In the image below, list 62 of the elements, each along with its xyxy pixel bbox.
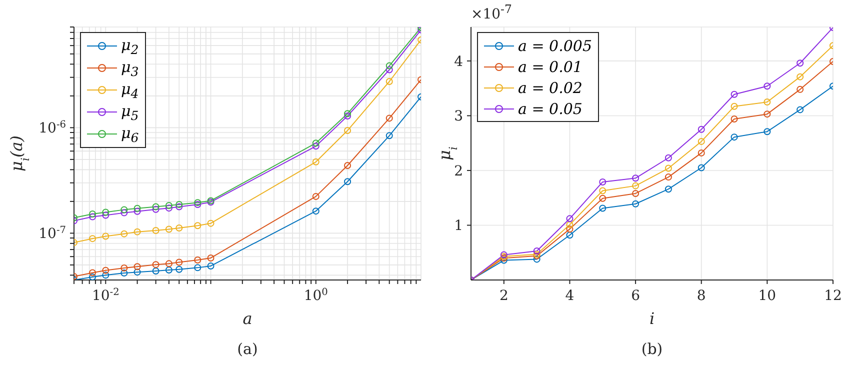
point bbox=[796, 86, 804, 93]
point bbox=[599, 178, 606, 186]
y-tick-label: 2 bbox=[454, 163, 463, 180]
legend-label: μ$_{4}$ bbox=[121, 80, 139, 100]
point bbox=[730, 90, 738, 98]
x-tick-label: 4 bbox=[565, 288, 574, 304]
point bbox=[664, 174, 672, 181]
point bbox=[566, 226, 574, 233]
x-tick-label: 2 bbox=[499, 288, 508, 304]
y-tick-label: 10$^{-7}$ bbox=[38, 224, 66, 242]
point bbox=[764, 128, 771, 136]
x-axis-title: a bbox=[242, 309, 252, 328]
point bbox=[698, 149, 705, 156]
y-tick-label: 4 bbox=[454, 54, 464, 70]
point bbox=[664, 186, 672, 193]
point bbox=[730, 116, 738, 122]
x-tick-label: 8 bbox=[696, 288, 706, 304]
point bbox=[664, 154, 672, 162]
x-tick-label: 12 bbox=[824, 288, 842, 304]
point bbox=[664, 164, 672, 172]
legend-label: a = 0.05 bbox=[518, 100, 582, 118]
point bbox=[566, 232, 574, 239]
point bbox=[698, 138, 705, 145]
point bbox=[764, 110, 771, 118]
point bbox=[698, 126, 705, 133]
y-tick-label: 3 bbox=[454, 108, 463, 125]
legend-label: μ$_{6}$ bbox=[121, 124, 139, 144]
point bbox=[566, 215, 574, 222]
point bbox=[599, 194, 606, 202]
legend-label: a = 0.02 bbox=[518, 78, 582, 96]
point bbox=[599, 187, 606, 194]
legend-label: a = 0.01 bbox=[518, 58, 582, 76]
legend-label: μ$_{5}$ bbox=[121, 102, 139, 122]
legend-label: μ$_{2}$ bbox=[121, 36, 139, 56]
x-tick-label: 10$^{0}$ bbox=[304, 286, 328, 304]
point bbox=[796, 60, 804, 67]
x-tick-label: 6 bbox=[631, 288, 640, 304]
point bbox=[599, 204, 606, 212]
point bbox=[632, 182, 640, 190]
point bbox=[796, 106, 804, 114]
legend-label: a = 0.005 bbox=[518, 36, 592, 54]
point bbox=[730, 134, 738, 141]
x-tick-label: 10 bbox=[758, 288, 776, 304]
y-tick-label: 10$^{-6}$ bbox=[38, 119, 66, 137]
legend-label: μ$_{3}$ bbox=[121, 58, 139, 78]
point bbox=[730, 102, 738, 110]
point bbox=[533, 247, 540, 254]
point bbox=[533, 256, 540, 263]
text: ×10$^{-7}$ bbox=[471, 2, 512, 23]
y-tick-label: 1 bbox=[454, 218, 463, 234]
text: (a) bbox=[236, 340, 259, 358]
point bbox=[764, 82, 771, 90]
point bbox=[796, 73, 804, 80]
x-axis-title: i bbox=[649, 309, 655, 328]
point bbox=[698, 164, 705, 172]
point bbox=[764, 98, 771, 106]
point bbox=[632, 190, 640, 197]
point bbox=[632, 200, 640, 208]
text: (b) bbox=[640, 340, 664, 358]
point bbox=[566, 221, 574, 228]
x-tick-label: 10$^{-2}$ bbox=[92, 286, 120, 304]
point bbox=[632, 174, 640, 182]
